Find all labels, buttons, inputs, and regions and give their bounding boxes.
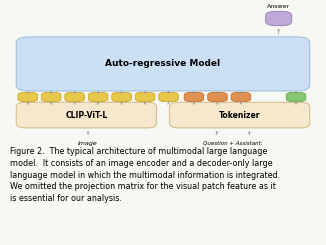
FancyBboxPatch shape — [88, 92, 108, 102]
FancyBboxPatch shape — [286, 92, 306, 102]
FancyBboxPatch shape — [65, 92, 84, 102]
FancyBboxPatch shape — [16, 102, 156, 128]
FancyBboxPatch shape — [184, 92, 204, 102]
Text: Answer: Answer — [267, 4, 290, 9]
FancyBboxPatch shape — [18, 92, 37, 102]
FancyBboxPatch shape — [170, 102, 310, 128]
Text: Tokenizer: Tokenizer — [219, 110, 260, 120]
FancyBboxPatch shape — [41, 92, 61, 102]
FancyBboxPatch shape — [16, 37, 310, 91]
Text: Image: Image — [78, 141, 98, 146]
Text: CLIP-ViT-L: CLIP-ViT-L — [65, 110, 108, 120]
FancyBboxPatch shape — [112, 92, 131, 102]
FancyBboxPatch shape — [135, 92, 155, 102]
FancyBboxPatch shape — [266, 11, 292, 25]
FancyBboxPatch shape — [231, 92, 251, 102]
FancyBboxPatch shape — [159, 92, 178, 102]
Text: Question + Assistant:: Question + Assistant: — [203, 141, 263, 146]
Text: Figure 2.  The typical architecture of multimodal large language
model.  It cons: Figure 2. The typical architecture of mu… — [10, 147, 280, 203]
FancyBboxPatch shape — [208, 92, 227, 102]
Text: Auto-regressive Model: Auto-regressive Model — [105, 60, 221, 68]
